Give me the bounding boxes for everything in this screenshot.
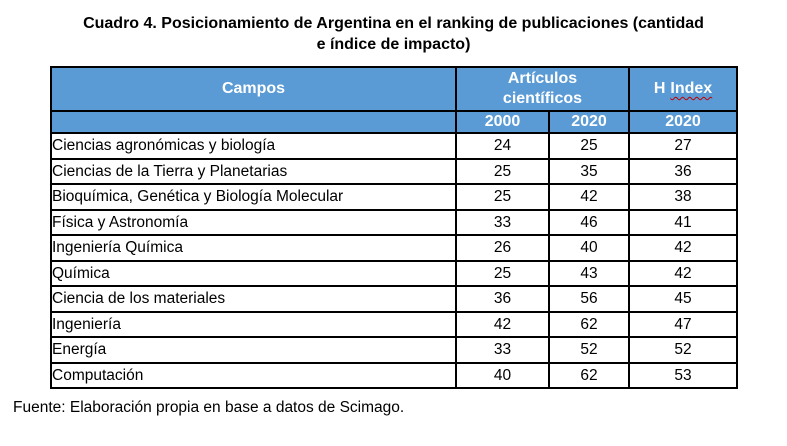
- hindex-2020-cell: 27: [628, 132, 738, 160]
- table-row: Ingeniería 42 62 47: [50, 310, 738, 338]
- articles-2020-cell: 25: [548, 132, 630, 160]
- articles-2000-cell: 26: [455, 234, 550, 262]
- articles-2000-cell: 25: [455, 259, 550, 287]
- header-articulos-cientificos: Artículos científicos: [455, 66, 630, 112]
- articles-2020-cell: 35: [548, 157, 630, 185]
- table-caption-line-1: Cuadro 4. Posicionamiento de Argentina e…: [83, 15, 704, 32]
- table-caption: Cuadro 4. Posicionamiento de Argentina e…: [24, 13, 763, 55]
- header-campos: Campos: [50, 66, 457, 112]
- articles-2020-cell: 52: [548, 336, 630, 364]
- articles-2020-cell: 40: [548, 234, 630, 262]
- hindex-2020-cell: 42: [628, 259, 738, 287]
- field-name-cell: Ciencia de los materiales: [50, 285, 457, 313]
- table-caption-line-2: e índice de impacto): [316, 36, 471, 53]
- hindex-2020-cell: 41: [628, 208, 738, 236]
- articles-2000-cell: 42: [455, 310, 550, 338]
- hindex-2020-cell: 45: [628, 285, 738, 313]
- header-hindex-2020: 2020: [628, 110, 738, 134]
- articles-2000-cell: 36: [455, 285, 550, 313]
- field-name-cell: Bioquímica, Genética y Biología Molecula…: [50, 183, 457, 211]
- articles-2000-cell: 24: [455, 132, 550, 160]
- header-row-main: Campos Artículos científicos H Index: [50, 66, 738, 112]
- articles-2020-cell: 62: [548, 361, 630, 389]
- hindex-2020-cell: 52: [628, 336, 738, 364]
- hindex-2020-cell: 36: [628, 157, 738, 185]
- field-name-cell: Computación: [50, 361, 457, 389]
- table-row: Química 25 43 42: [50, 259, 738, 287]
- header-empty-cell: [50, 110, 457, 134]
- articles-2020-cell: 46: [548, 208, 630, 236]
- h-index-word-spellcheck: Index: [670, 80, 713, 97]
- hindex-2020-cell: 53: [628, 361, 738, 389]
- header-row-years: 2000 2020 2020: [50, 110, 738, 134]
- hindex-2020-cell: 47: [628, 310, 738, 338]
- field-name-cell: Ciencias agronómicas y biología: [50, 132, 457, 160]
- table-row: Ciencias de la Tierra y Planetarias 25 3…: [50, 157, 738, 185]
- articles-2000-cell: 33: [455, 336, 550, 364]
- articles-2020-cell: 43: [548, 259, 630, 287]
- header-year-2020: 2020: [548, 110, 630, 134]
- table-row: Energía 33 52 52: [50, 336, 738, 364]
- articles-2020-cell: 42: [548, 183, 630, 211]
- header-year-2000: 2000: [455, 110, 550, 134]
- articles-2000-cell: 40: [455, 361, 550, 389]
- articles-2000-cell: 25: [455, 183, 550, 211]
- header-h-index: H Index: [628, 66, 738, 112]
- articles-2000-cell: 33: [455, 208, 550, 236]
- h-index-prefix: H: [653, 80, 666, 97]
- source-note: Fuente: Elaboración propia en base a dat…: [13, 399, 405, 416]
- field-name-cell: Química: [50, 259, 457, 287]
- hindex-2020-cell: 38: [628, 183, 738, 211]
- field-name-cell: Física y Astronomía: [50, 208, 457, 236]
- articles-2020-cell: 56: [548, 285, 630, 313]
- field-name-cell: Ingeniería: [50, 310, 457, 338]
- field-name-cell: Energía: [50, 336, 457, 364]
- table-row: Computación 40 62 53: [50, 361, 738, 389]
- table-row: Física y Astronomía 33 46 41: [50, 208, 738, 236]
- ranking-table: Campos Artículos científicos H Index 2000…: [50, 66, 738, 389]
- field-name-cell: Ingeniería Química: [50, 234, 457, 262]
- hindex-2020-cell: 42: [628, 234, 738, 262]
- table-row: Ingeniería Química 26 40 42: [50, 234, 738, 262]
- table-row: Ciencias agronómicas y biología 24 25 27: [50, 132, 738, 160]
- table-row: Bioquímica, Genética y Biología Molecula…: [50, 183, 738, 211]
- table-row: Ciencia de los materiales 36 56 45: [50, 285, 738, 313]
- articles-2020-cell: 62: [548, 310, 630, 338]
- header-articulos-label: Artículos científicos: [502, 70, 583, 107]
- field-name-cell: Ciencias de la Tierra y Planetarias: [50, 157, 457, 185]
- articles-2000-cell: 25: [455, 157, 550, 185]
